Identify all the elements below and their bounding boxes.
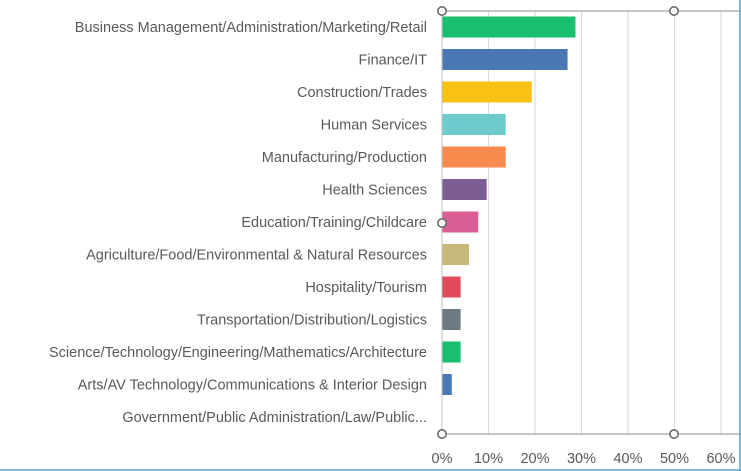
category-label-12: Government/Public Administration/Law/Pub… bbox=[122, 410, 427, 426]
bar-10 bbox=[442, 341, 461, 363]
category-label-7: Agriculture/Food/Environmental & Natural… bbox=[86, 248, 427, 264]
tick-label-40: 40% bbox=[613, 451, 642, 467]
category-label-8: Hospitality/Tourism bbox=[305, 280, 427, 296]
tick-label-60: 60% bbox=[706, 451, 735, 467]
category-labels: Business Management/Administration/Marke… bbox=[49, 20, 427, 426]
tick-label-30: 30% bbox=[567, 451, 596, 467]
tick-label-0: 0% bbox=[432, 451, 453, 467]
category-label-0: Business Management/Administration/Marke… bbox=[75, 20, 427, 36]
bar-9 bbox=[442, 309, 461, 330]
category-label-5: Health Sciences bbox=[322, 183, 427, 199]
category-label-1: Finance/IT bbox=[359, 53, 428, 69]
bar-4 bbox=[442, 146, 506, 168]
resize-handle-top-mid[interactable] bbox=[668, 6, 679, 16]
bar-7 bbox=[442, 244, 469, 265]
resize-handle-bottom-mid[interactable] bbox=[668, 428, 679, 439]
grid-lines bbox=[488, 11, 722, 434]
bar-8 bbox=[442, 276, 461, 298]
bar-1 bbox=[442, 49, 568, 70]
tick-label-20: 20% bbox=[520, 451, 549, 467]
resize-handle-top-left[interactable] bbox=[436, 6, 447, 16]
bar-3 bbox=[442, 114, 506, 135]
category-label-9: Transportation/Distribution/Logistics bbox=[197, 313, 427, 329]
resize-handle-left-mid[interactable] bbox=[436, 218, 447, 229]
category-label-3: Human Services bbox=[321, 118, 427, 134]
category-label-2: Construction/Trades bbox=[297, 85, 427, 101]
resize-handle-bottom-left[interactable] bbox=[436, 428, 447, 439]
bar-5 bbox=[442, 179, 487, 200]
category-label-6: Education/Training/Childcare bbox=[241, 215, 427, 231]
category-label-11: Arts/AV Technology/Communications & Inte… bbox=[78, 378, 427, 394]
bar-0 bbox=[442, 16, 576, 38]
x-axis-ticks: 0% 10% 20% 30% 40% 50% 60% bbox=[432, 451, 736, 467]
bar-11 bbox=[442, 374, 452, 395]
tick-label-10: 10% bbox=[474, 451, 503, 467]
category-label-10: Science/Technology/Engineering/Mathemati… bbox=[49, 345, 427, 361]
category-label-4: Manufacturing/Production bbox=[262, 150, 427, 166]
tick-label-50: 50% bbox=[660, 451, 689, 467]
bar-2 bbox=[442, 81, 532, 103]
bar-6 bbox=[442, 211, 479, 233]
bars bbox=[442, 16, 576, 395]
